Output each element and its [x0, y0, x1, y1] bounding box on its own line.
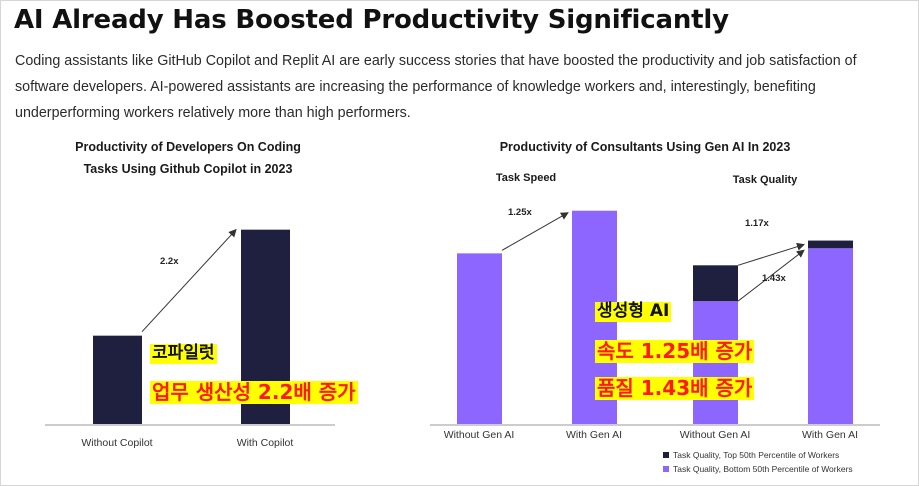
quality-legend: Task Quality, Top 50th Percentile of Wor…: [663, 450, 853, 474]
legend-swatch-top50: [663, 452, 669, 458]
quality-top-multiplier-label: 1.17x: [745, 218, 769, 229]
genai-chart: 1.25x 1.17x 1.43x Without Gen AI With Ge…: [430, 207, 880, 441]
quality-bar-with-genai-bottom50: [808, 248, 853, 424]
tick-label-speed-with-genai: With Gen AI: [566, 429, 622, 441]
chart2-title: Productivity of Consultants Using Gen AI…: [500, 140, 791, 154]
tick-label-quality-with-genai: With Gen AI: [802, 429, 858, 441]
quality-arrow-top: [737, 242, 805, 266]
genai-quality-callout: 품질 1.43배 증가: [595, 376, 755, 400]
tick-label-speed-without-genai: Without Gen AI: [444, 429, 515, 441]
tick-label-without-copilot: Without Copilot: [81, 437, 152, 449]
chart1-title-line2: Tasks Using Github Copilot in 2023: [84, 162, 293, 176]
copilot-chart: 2.2x Without Copilot With Copilot: [45, 228, 335, 449]
copilot-name-callout: 코파일럿: [150, 343, 217, 364]
slide-title: AI Already Has Boosted Productivity Sign…: [14, 5, 729, 35]
task-speed-title: Task Speed: [496, 172, 556, 184]
legend-label-bottom50: Task Quality, Bottom 50th Percentile of …: [673, 464, 853, 474]
genai-speed-callout: 속도 1.25배 증가: [595, 339, 755, 363]
copilot-arrow: [141, 228, 237, 333]
legend-swatch-bottom50: [663, 466, 669, 472]
slide-description: Coding assistants like GitHub Copilot an…: [15, 53, 857, 121]
quality-arrow-bottom: [737, 249, 805, 302]
chart1-title-line1: Productivity of Developers On Coding: [75, 140, 301, 154]
bar-without-copilot: [93, 335, 142, 424]
task-quality-title: Task Quality: [733, 174, 798, 186]
speed-multiplier-label: 1.25x: [508, 207, 532, 218]
quality-bar-with-genai-top50: [808, 240, 853, 249]
copilot-multiplier-label: 2.2x: [160, 256, 179, 267]
copilot-result-callout: 업무 생산성 2.2배 증가: [150, 380, 358, 404]
speed-bar-without-genai: [457, 253, 502, 424]
speed-arrow: [501, 212, 569, 251]
tick-label-with-copilot: With Copilot: [237, 437, 294, 449]
quality-bottom-multiplier-label: 1.43x: [762, 273, 786, 284]
tick-label-quality-without-genai: Without Gen AI: [680, 429, 751, 441]
legend-label-top50: Task Quality, Top 50th Percentile of Wor…: [673, 450, 839, 460]
genai-name-callout: 생성형 AI: [595, 301, 672, 322]
quality-bar-without-genai-top50: [693, 265, 738, 302]
